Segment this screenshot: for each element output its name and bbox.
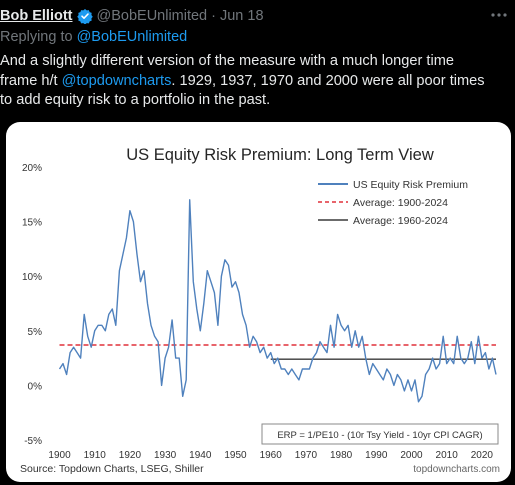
- y-tick-label: 15%: [22, 218, 42, 229]
- legend-label-avg-1960: Average: 1960-2024: [353, 215, 448, 227]
- legend-label-erp: US Equity Risk Premium: [353, 179, 468, 191]
- reply-to-link[interactable]: @BobEUnlimited: [76, 29, 188, 45]
- erp-chart: US Equity Risk Premium: Long Term View 2…: [20, 146, 500, 475]
- x-tick-label: 2010: [436, 450, 459, 461]
- formula-box: [261, 423, 499, 445]
- x-tick-label: 1990: [365, 450, 388, 461]
- x-tick-label: 1910: [84, 450, 107, 461]
- tweet-header: Bob Elliott @BobEUnlimited · Jun 18: [0, 6, 264, 26]
- legend-label-avg-1900: Average: 1900-2024: [353, 197, 448, 209]
- formula-annotation: ERP = 1/PE10 - (10r Tsy Yield - 10yr CPI…: [277, 430, 482, 441]
- chart-source: Source: Topdown Charts, LSEG, Shiller: [20, 463, 204, 475]
- tweet-text-segment: . 1929, 1937, 1970 and 2000 were all poo…: [171, 72, 485, 89]
- reply-prefix: Replying to: [0, 29, 73, 45]
- header-separator: ·: [211, 8, 216, 24]
- x-tick-label: 1940: [189, 450, 212, 461]
- author-name[interactable]: Bob Elliott: [0, 8, 73, 24]
- x-tick-label: 1900: [48, 450, 71, 461]
- chart-title: US Equity Risk Premium: Long Term View: [126, 146, 434, 164]
- author-handle[interactable]: @BobEUnlimited: [96, 8, 208, 24]
- mention-link[interactable]: @topdowncharts: [61, 72, 172, 89]
- y-tick-label: -5%: [24, 436, 42, 447]
- tweet-text-line: to add equity risk to a portfolio in the…: [0, 92, 271, 108]
- y-tick-label: 10%: [22, 272, 42, 283]
- chart-watermark: topdowncharts.com: [413, 464, 500, 475]
- tweet-text-segment: frame h/t: [0, 72, 58, 89]
- tweet-text: And a slightly different version of the …: [0, 52, 512, 111]
- y-tick-label: 5%: [28, 327, 43, 338]
- x-tick-label: 1980: [330, 450, 353, 461]
- tweet-text-line: frame h/t @topdowncharts. 1929, 1937, 19…: [0, 72, 512, 92]
- x-tick-label: 1920: [119, 450, 142, 461]
- series-line-erp: [58, 199, 497, 403]
- tweet-text-line: And a slightly different version of the …: [0, 53, 454, 69]
- tweet-date[interactable]: Jun 18: [219, 8, 264, 24]
- replying-to: Replying to @BobEUnlimited: [0, 29, 187, 45]
- plot-area: 20% 15% 10% 5% 0% -5% 1900 1910 1920 1930 1940 1950…: [22, 163, 497, 461]
- x-tick-label: 1960: [260, 450, 283, 461]
- x-tick-label: 1970: [295, 450, 318, 461]
- y-tick-label: 20%: [22, 163, 42, 174]
- tweet-media-image[interactable]: US Equity Risk Premium: Long Term View 2…: [6, 122, 511, 482]
- y-tick-label: 0%: [28, 381, 43, 392]
- verified-badge-icon: [76, 8, 93, 25]
- x-tick-label: 1950: [224, 450, 247, 461]
- more-options-icon[interactable]: [489, 6, 509, 24]
- x-tick-label: 2000: [400, 450, 423, 461]
- chart-legend: US Equity Risk Premium Average: 1900-202…: [318, 179, 468, 227]
- x-tick-label: 1930: [154, 450, 177, 461]
- x-tick-label: 2020: [471, 450, 494, 461]
